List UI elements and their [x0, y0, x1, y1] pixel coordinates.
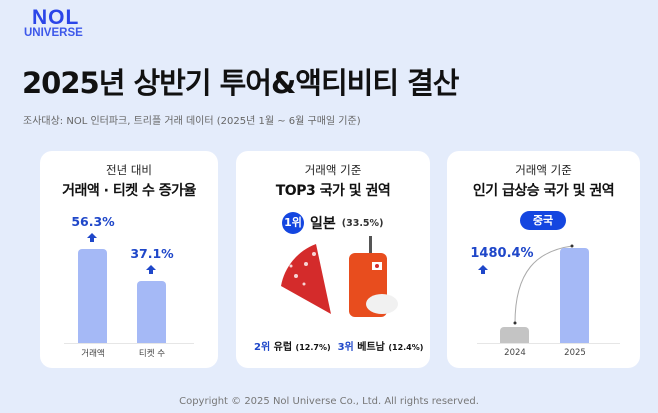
rank1-share: (33.5%)	[341, 217, 384, 229]
bar-2025	[560, 248, 589, 343]
fan-icon	[281, 244, 331, 314]
rank1: 1위 일본 (33.5%)	[282, 212, 383, 234]
arrow-up-icon	[146, 265, 156, 275]
copyright: Copyright © 2025 Nol Universe Co., Ltd. …	[179, 396, 479, 407]
arrow-up-icon	[478, 265, 488, 274]
card-caption: 거래액 기준	[304, 163, 362, 177]
card-caption: 전년 대비	[106, 163, 152, 177]
x-tick-label: 티켓 수	[138, 349, 166, 359]
bar-value-label: 37.1%	[130, 246, 174, 262]
country-badge: 중국	[520, 211, 566, 230]
x-tick-label: 2025	[564, 348, 586, 358]
rank2-rank: 2위	[254, 342, 271, 353]
arrow-up-icon	[87, 233, 97, 243]
card-caption: 거래액 기준	[515, 163, 572, 177]
bar-2024	[500, 327, 529, 343]
rank2-name: 유럽	[273, 342, 293, 353]
rising-card: 거래액 기준 인기 급상승 국가 및 권역 중국 2024 2025 1480.4%	[447, 151, 640, 368]
logo-nol: NOL	[32, 6, 80, 29]
rank2-share: (12.7%)	[295, 343, 331, 352]
x-axis	[64, 343, 194, 344]
fan-suitcase-illustration	[281, 236, 398, 317]
logo-universe: UNIVERSE	[24, 27, 83, 39]
top3-card: 거래액 기준 TOP3 국가 및 권역 1위 일본 (33.5%) 2위 유럽 …	[236, 151, 430, 368]
bar-1	[137, 281, 166, 343]
card-heading: TOP3 국가 및 권역	[275, 183, 391, 199]
card-heading: 거래액 · 티켓 수 증가율	[62, 183, 196, 199]
x-tick-label: 거래액	[81, 349, 105, 359]
rank1-name: 일본	[310, 216, 336, 232]
rank3-rank: 3위	[337, 342, 354, 353]
growth-card: 전년 대비 거래액 · 티켓 수 증가율 56.3% 거래액 37.1% 티켓 수	[40, 151, 218, 368]
rank2-3: 2위 유럽 (12.7%) 3위 베트남 (12.4%)	[254, 338, 423, 353]
bar-0	[78, 249, 107, 343]
bar-value-label: 56.3%	[71, 214, 115, 230]
page-subtitle: 조사대상: NOL 인터파크, 트리플 거래 데이터 (2025년 1월 ~ 6…	[23, 116, 361, 127]
rank3-name: 베트남	[357, 342, 385, 353]
growth-label: 1480.4%	[470, 246, 534, 261]
rank1-badge: 1위	[282, 212, 304, 234]
rank3-share: (12.4%)	[388, 343, 424, 352]
cloud-icon	[366, 294, 398, 314]
x-axis	[477, 343, 620, 344]
x-tick-label: 2024	[504, 348, 526, 358]
page-title: 2025년 상반기 투어&액티비티 결산	[22, 66, 459, 100]
card-heading: 인기 급상승 국가 및 권역	[472, 183, 615, 199]
